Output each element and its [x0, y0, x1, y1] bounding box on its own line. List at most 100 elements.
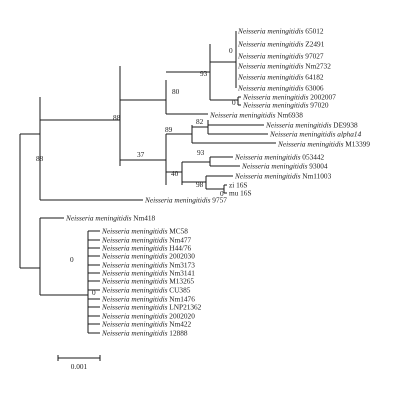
leaf-strain: 93004 — [309, 162, 328, 171]
leaf-strain: Nm477 — [169, 236, 191, 245]
leaf-strain: LNP21362 — [169, 303, 201, 312]
leaf-strain: 2002030 — [169, 252, 195, 261]
leaf-label: Neisseria meningitidis Nm2732 — [237, 62, 331, 71]
leaf-strain: alpha14 — [337, 130, 361, 139]
leaf-strain: zi 16S — [229, 181, 247, 190]
leaf-label: Neisseria meningitidis Nm11003 — [234, 172, 332, 181]
leaf-species: Neisseria meningitidis — [101, 227, 169, 236]
leaf-strain: Nm422 — [169, 320, 191, 329]
leaf-label: Neisseria meningitidis Nm3141 — [101, 269, 195, 278]
leaf-label: Neisseria meningitidis Nm422 — [101, 320, 192, 329]
leaf-species: Neisseria meningitidis — [101, 236, 169, 245]
leaf-species: Neisseria meningitidis — [241, 162, 309, 171]
leaf-strain: CU385 — [169, 286, 190, 295]
leaf-species: Neisseria meningitidis — [242, 93, 310, 102]
leaf-species: Neisseria meningitidis — [101, 261, 169, 270]
leaf-label: Neisseria meningitidis 97027 — [237, 52, 324, 61]
leaf-label: Neisseria meningitidis 2002020 — [101, 312, 195, 321]
leaf-species: Neisseria meningitidis — [101, 269, 169, 278]
leaf-strain: 63006 — [305, 84, 324, 93]
scale-bar-label: 0.001 — [71, 362, 88, 371]
leaf-strain: Nm1476 — [169, 295, 195, 304]
leaf-strain: Nm2732 — [305, 62, 331, 71]
leaf-label: Neisseria meningitidis 64182 — [237, 73, 324, 82]
leaf-species: Neisseria meningitidis — [237, 40, 305, 49]
bootstrap-value: 40 — [171, 169, 179, 178]
leaf-species: Neisseria meningitidis — [101, 303, 169, 312]
bootstrap-value: 0 — [92, 288, 96, 297]
leaf-strain: Nm418 — [133, 214, 155, 223]
leaf-species: Neisseria meningitidis — [234, 153, 302, 162]
leaf-label: zi 16S — [229, 181, 247, 190]
scale-bar: 0.001 — [57, 355, 101, 371]
leaf-strain: H44/76 — [169, 244, 191, 253]
leaf-strain: MC58 — [169, 227, 188, 236]
leaf-label: Neisseria meningitidis Nm6938 — [209, 111, 303, 120]
leaf-strain: 2002020 — [169, 312, 195, 321]
leaf-label: Neisseria meningitidis Nm477 — [101, 236, 192, 245]
leaf-label: Neisseria meningitidis 053442 — [234, 153, 325, 162]
leaf-label: Neisseria meningitidis Nm1476 — [101, 295, 195, 304]
leaf-strain: 64182 — [305, 73, 324, 82]
leaf-species: Neisseria meningitidis — [237, 62, 305, 71]
leaf-strain: Z2491 — [305, 40, 324, 49]
leaf-species: Neisseria meningitidis — [101, 244, 169, 253]
bootstrap-value: 0 — [232, 98, 236, 107]
leaf-strain: mu 16S — [229, 189, 252, 198]
leaf-species: Neisseria meningitidis — [101, 312, 169, 321]
leaf-strain: 053442 — [302, 153, 324, 162]
bootstrap-value: 88 — [113, 113, 121, 122]
leaf-strain: M13265 — [169, 277, 194, 286]
leaf-strain: Nm3173 — [169, 261, 195, 270]
leaf-strain: 97020 — [310, 101, 329, 110]
leaf-species: Neisseria meningitidis — [234, 172, 302, 181]
leaf-species: Neisseria meningitidis — [101, 277, 169, 286]
bootstrap-value: 93 — [200, 69, 208, 78]
leaf-species: Neisseria meningitidis — [101, 329, 169, 338]
leaf-strain: Nm3141 — [169, 269, 195, 278]
leaf-species: Neisseria meningitidis — [65, 214, 133, 223]
leaf-label: Neisseria meningitidis H44/76 — [101, 244, 192, 253]
leaf-species: Neisseria meningitidis — [237, 27, 305, 36]
leaf-label: Neisseria meningitidis DE9938 — [265, 121, 358, 130]
leaf-label: Neisseria meningitidis 9757 — [144, 196, 227, 205]
bootstrap-value: 82 — [196, 117, 204, 126]
leaf-species: Neisseria meningitidis — [101, 295, 169, 304]
leaf-species: Neisseria meningitidis — [209, 111, 277, 120]
leaf-species: Neisseria meningitidis — [237, 73, 305, 82]
leaf-label: Neisseria meningitidis 65012 — [237, 27, 324, 36]
leaf-label: Neisseria meningitidis 97020 — [242, 101, 329, 110]
leaf-strain: 2002007 — [310, 93, 336, 102]
leaf-label: Neisseria meningitidis M13265 — [101, 277, 194, 286]
bootstrap-value: 0 — [220, 189, 224, 198]
leaf-strain: Nm6938 — [277, 111, 303, 120]
leaf-species: Neisseria meningitidis — [242, 101, 310, 110]
leaf-label: Neisseria meningitidis 12888 — [101, 329, 188, 338]
bootstrap-value: 89 — [165, 125, 173, 134]
bootstrap-labels: 0 93 80 0 88 82 89 37 93 40 98 0 88 0 0 — [36, 46, 236, 297]
leaf-label: Neisseria meningitidis MC58 — [101, 227, 188, 236]
leaf-strain: 12888 — [169, 329, 188, 338]
leaf-species: Neisseria meningitidis — [101, 252, 169, 261]
bootstrap-value: 0 — [70, 255, 74, 264]
leaf-strain: 9757 — [212, 196, 227, 205]
leaf-strain: 65012 — [305, 27, 324, 36]
leaf-label: Neisseria meningitidis 63006 — [237, 84, 324, 93]
leaf-species: Neisseria meningitidis — [265, 121, 333, 130]
leaf-label: Neisseria meningitidis CU385 — [101, 286, 191, 295]
bootstrap-value: 80 — [172, 87, 180, 96]
leaf-species: Neisseria meningitidis — [237, 52, 305, 61]
leaf-label: Neisseria meningitidis 2002030 — [101, 252, 195, 261]
leaf-strain: M13399 — [345, 140, 370, 149]
leaf-species: Neisseria meningitidis — [277, 140, 345, 149]
leaf-label: Neisseria meningitidis Nm3173 — [101, 261, 195, 270]
leaf-label: Neisseria meningitidis Nm418 — [65, 214, 156, 223]
bootstrap-value: 93 — [197, 148, 205, 157]
leaf-label: Neisseria meningitidis LNP21362 — [101, 303, 202, 312]
leaf-label: Neisseria meningitidis alpha14 — [269, 130, 362, 139]
bootstrap-value: 0 — [229, 46, 233, 55]
leaf-species: Neisseria meningitidis — [269, 130, 337, 139]
leaf-strain: DE9938 — [333, 121, 358, 130]
